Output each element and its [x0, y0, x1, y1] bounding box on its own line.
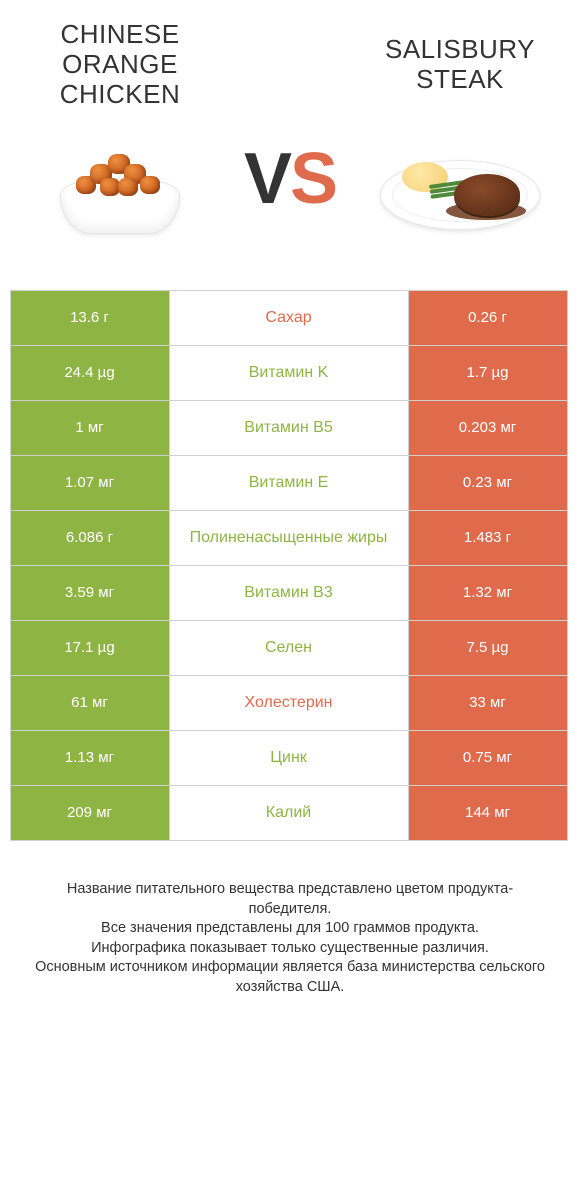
table-row: 3.59 мгВитамин B31.32 мг	[10, 565, 570, 620]
nutrient-label: Витамин E	[169, 455, 409, 511]
right-value: 0.23 мг	[408, 455, 568, 511]
nutrient-label: Калий	[169, 785, 409, 841]
nutrient-label: Селен	[169, 620, 409, 676]
nutrient-label: Витамин K	[169, 345, 409, 401]
nutrient-label: Витамин B3	[169, 565, 409, 621]
table-row: 1.07 мгВитамин E0.23 мг	[10, 455, 570, 510]
right-product: SALISBURY STEAK	[350, 20, 570, 250]
right-value: 1.32 мг	[408, 565, 568, 621]
table-row: 1.13 мгЦинк0.75 мг	[10, 730, 570, 785]
left-value: 3.59 мг	[10, 565, 170, 621]
salisbury-steak-icon	[380, 140, 540, 240]
right-value: 1.7 µg	[408, 345, 568, 401]
right-value: 0.75 мг	[408, 730, 568, 786]
left-value: 209 мг	[10, 785, 170, 841]
left-product: CHINESE ORANGE CHICKEN	[10, 20, 230, 250]
footnote-1: Название питательного вещества представл…	[30, 880, 550, 919]
nutrition-table: 13.6 гСахар0.26 г24.4 µgВитамин K1.7 µg1…	[10, 290, 570, 840]
nutrient-label: Полиненасыщенные жиры	[169, 510, 409, 566]
right-value: 33 мг	[408, 675, 568, 731]
vs-s: S	[290, 139, 336, 219]
left-value: 61 мг	[10, 675, 170, 731]
table-row: 24.4 µgВитамин K1.7 µg	[10, 345, 570, 400]
left-product-title: CHINESE ORANGE CHICKEN	[10, 20, 230, 110]
right-value: 1.483 г	[408, 510, 568, 566]
vs-v: V	[244, 139, 290, 219]
nutrient-label: Холестерин	[169, 675, 409, 731]
footnote-4: Основным источником информации является …	[30, 958, 550, 997]
table-row: 6.086 гПолиненасыщенные жиры1.483 г	[10, 510, 570, 565]
table-row: 17.1 µgСелен7.5 µg	[10, 620, 570, 675]
nutrient-label: Сахар	[169, 290, 409, 346]
right-product-image	[380, 130, 540, 250]
table-row: 1 мгВитамин B50.203 мг	[10, 400, 570, 455]
orange-chicken-icon	[50, 140, 190, 240]
nutrient-label: Цинк	[169, 730, 409, 786]
footnotes: Название питательного вещества представл…	[30, 880, 550, 997]
right-value: 0.203 мг	[408, 400, 568, 456]
right-value: 0.26 г	[408, 290, 568, 346]
left-value: 1.07 мг	[10, 455, 170, 511]
table-row: 13.6 гСахар0.26 г	[10, 290, 570, 345]
vs-label: VS	[230, 20, 350, 250]
right-value: 7.5 µg	[408, 620, 568, 676]
table-row: 61 мгХолестерин33 мг	[10, 675, 570, 730]
left-value: 1 мг	[10, 400, 170, 456]
table-row: 209 мгКалий144 мг	[10, 785, 570, 840]
right-product-title: SALISBURY STEAK	[350, 20, 570, 110]
left-value: 6.086 г	[10, 510, 170, 566]
nutrient-label: Витамин B5	[169, 400, 409, 456]
left-value: 24.4 µg	[10, 345, 170, 401]
left-value: 17.1 µg	[10, 620, 170, 676]
left-value: 13.6 г	[10, 290, 170, 346]
left-product-image	[40, 130, 200, 250]
left-value: 1.13 мг	[10, 730, 170, 786]
right-value: 144 мг	[408, 785, 568, 841]
footnote-3: Инфографика показывает только существенн…	[30, 939, 550, 959]
footnote-2: Все значения представлены для 100 граммо…	[30, 919, 550, 939]
comparison-header: CHINESE ORANGE CHICKEN	[0, 0, 580, 260]
